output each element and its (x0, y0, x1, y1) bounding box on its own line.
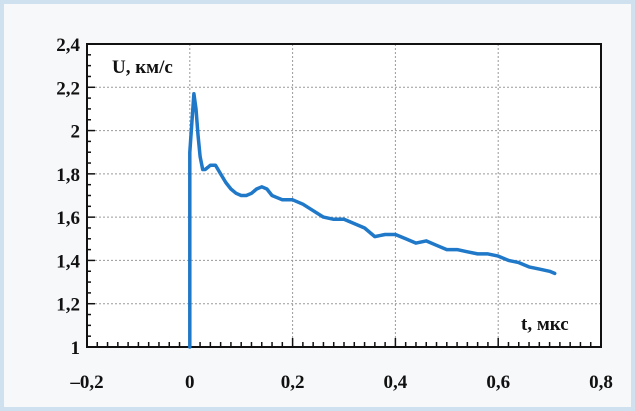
y-tick-label: 2 (71, 122, 81, 143)
x-axis-title: t, мкс (521, 314, 569, 335)
y-axis-title: U, км/с (112, 57, 173, 78)
x-tick-label: 0,4 (384, 372, 408, 393)
x-tick-label: 0,6 (486, 372, 510, 393)
x-tick-label: –0,2 (69, 372, 103, 393)
tick-labels: –0,2 0 0,2 0,4 0,6 0,8 1 1,2 1,4 1,6 1,8 2 2,2 2,4 (56, 35, 613, 393)
x-tick-label: 0,2 (281, 372, 305, 393)
y-tick-label: 2,4 (56, 35, 80, 56)
y-tick-label: 1,4 (56, 251, 80, 272)
x-tick-label: 0,8 (589, 372, 613, 393)
y-tick-label: 2,2 (56, 78, 80, 99)
y-tick-label: 1,2 (56, 295, 80, 316)
series-line (188, 92, 557, 349)
series-group (188, 92, 557, 349)
chart: –0,2 0 0,2 0,4 0,6 0,8 1 1,2 1,4 1,6 1,8 2 2,2 2,4 U,… (56, 35, 613, 393)
chart-frame: –0,2 0 0,2 0,4 0,6 0,8 1 1,2 1,4 1,6 1,8 2 2,2 2,4 U,… (4, 4, 631, 407)
y-tick-label: 1,8 (56, 165, 80, 186)
y-tick-label: 1,6 (56, 208, 80, 229)
x-tick-label: 0 (185, 372, 195, 393)
y-tick-label: 1 (71, 338, 81, 359)
plot-area (87, 44, 601, 347)
axes (86, 43, 602, 348)
